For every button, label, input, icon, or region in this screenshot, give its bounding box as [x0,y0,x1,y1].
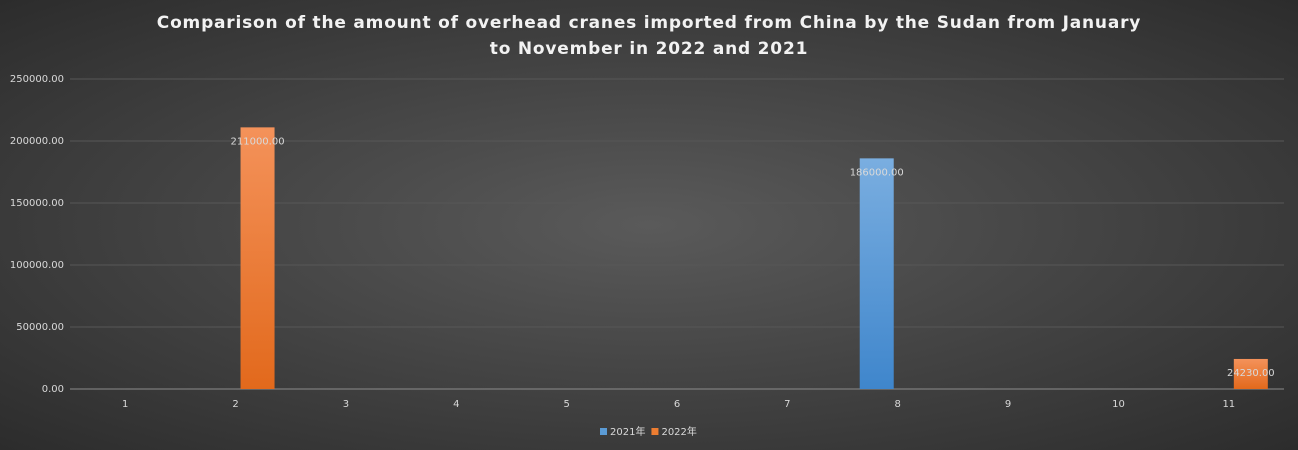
data-label: 186000.00 [850,167,904,178]
x-tick-label: 11 [1222,399,1235,410]
data-label: 24230.00 [1227,368,1275,379]
x-tick-label: 2 [232,399,238,410]
x-tick-label: 1 [122,399,128,410]
y-tick-label: 0.00 [42,384,64,395]
bar [240,127,275,390]
y-tick-label: 50000.00 [16,322,64,333]
legend-swatch [651,428,659,435]
x-tick-label: 4 [453,399,459,410]
x-tick-label: 3 [343,399,349,410]
x-tick-label: 6 [674,399,680,410]
x-tick-label: 8 [895,399,901,410]
x-tick-label: 7 [784,399,790,410]
legend-label: 2021年 [610,425,645,438]
chart-title: Comparison of the amount of overhead cra… [156,13,1142,59]
legend-swatch [600,428,607,435]
x-tick-label: 10 [1112,399,1125,410]
y-tick-label: 150000.00 [10,198,64,209]
legend-label: 2022年 [661,425,696,438]
x-tick-label: 5 [563,399,569,410]
y-tick-label: 250000.00 [10,74,64,85]
y-tick-label: 100000.00 [10,260,64,271]
data-label: 211000.00 [231,136,285,147]
y-tick-label: 200000.00 [10,136,64,147]
bar [1233,358,1268,389]
x-tick-label: 9 [1005,399,1011,410]
bar [859,158,894,389]
